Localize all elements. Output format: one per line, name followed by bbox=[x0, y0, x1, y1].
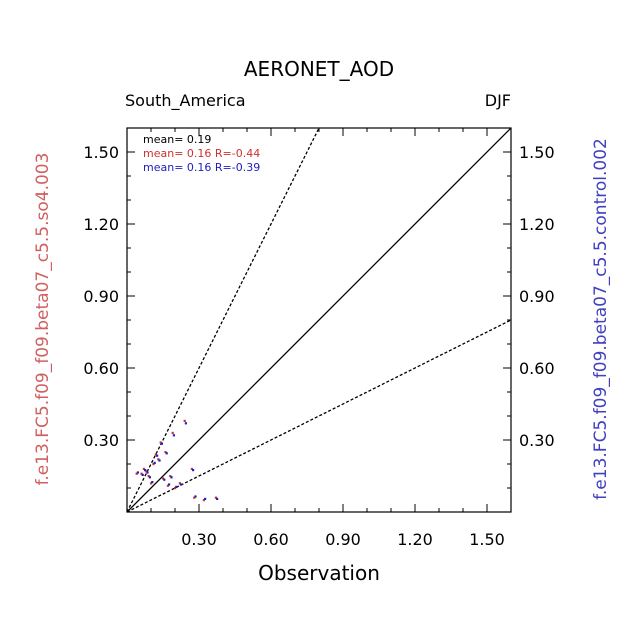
x-tick-label: 0.90 bbox=[325, 530, 361, 549]
y-tick-label-right: 1.20 bbox=[519, 215, 555, 234]
data-point-series-2 bbox=[180, 483, 183, 486]
data-point-series-2 bbox=[165, 452, 168, 455]
data-point-series-1 bbox=[183, 419, 186, 422]
data-point-series-1 bbox=[145, 470, 148, 473]
data-point-series-2 bbox=[160, 442, 163, 445]
data-point-series-2 bbox=[175, 485, 178, 488]
y-tick-label-left: 0.60 bbox=[83, 359, 119, 378]
data-point-series-2 bbox=[172, 434, 175, 437]
data-point-series-2 bbox=[156, 454, 159, 457]
reference-line-1-1 bbox=[127, 128, 511, 512]
x-tick-label: 1.20 bbox=[397, 530, 433, 549]
y-tick-label-left: 1.50 bbox=[83, 143, 119, 162]
data-point-series-2 bbox=[184, 422, 187, 425]
data-point-series-1 bbox=[171, 431, 174, 434]
y-tick-label-right: 0.30 bbox=[519, 431, 555, 450]
data-point-series-1 bbox=[162, 477, 165, 480]
y-axis-label-right: f.e13.FC5.f09_f09.beta07_c5.5.control.00… bbox=[591, 138, 611, 500]
data-point-series-2 bbox=[146, 471, 149, 474]
data-point-series-1 bbox=[214, 496, 217, 499]
data-point-series-2 bbox=[194, 495, 197, 498]
data-point-series-2 bbox=[136, 471, 139, 474]
reference-line-1-2 bbox=[127, 319, 511, 512]
data-point-series-2 bbox=[148, 476, 151, 479]
data-point-series-2 bbox=[216, 497, 219, 500]
data-point-series-2 bbox=[141, 473, 144, 476]
data-point-series-2 bbox=[204, 497, 207, 500]
data-point-series-2 bbox=[192, 469, 195, 472]
region-label: South_America bbox=[125, 91, 246, 111]
chart-title: AERONET_AOD bbox=[244, 57, 394, 81]
data-point-series-1 bbox=[142, 467, 145, 470]
x-tick-label: 0.30 bbox=[181, 530, 217, 549]
x-axis-label: Observation bbox=[258, 561, 380, 585]
data-point-series-1 bbox=[193, 496, 196, 499]
data-point-series-1 bbox=[135, 472, 138, 475]
data-point-series-2 bbox=[170, 476, 173, 479]
data-point-series-1 bbox=[178, 482, 181, 485]
x-tick-label: 1.50 bbox=[469, 530, 505, 549]
y-tick-label-left: 0.90 bbox=[83, 287, 119, 306]
stats-line-3: mean= 0.16 R=-0.39 bbox=[143, 161, 260, 174]
data-point-series-1 bbox=[147, 475, 150, 478]
data-point-series-1 bbox=[166, 484, 169, 487]
y-tick-label-left: 1.20 bbox=[83, 215, 119, 234]
data-point-series-1 bbox=[164, 451, 167, 454]
data-point-series-1 bbox=[202, 499, 205, 502]
data-point-series-1 bbox=[140, 472, 143, 475]
data-point-series-2 bbox=[163, 478, 166, 481]
data-point-series-1 bbox=[152, 463, 155, 466]
y-axis-label-left: f.e13.FC5.f09_f09.beta07_c5.5.so4.003 bbox=[33, 153, 53, 486]
x-tick-label: 0.60 bbox=[253, 530, 289, 549]
season-label: DJF bbox=[485, 91, 511, 110]
data-point-series-1 bbox=[157, 458, 160, 461]
data-point-series-2 bbox=[158, 459, 161, 462]
data-point-series-2 bbox=[153, 461, 156, 464]
data-point-series-2 bbox=[168, 483, 171, 486]
data-point-series-2 bbox=[151, 481, 154, 484]
data-point-series-1 bbox=[159, 441, 162, 444]
y-tick-label-right: 0.60 bbox=[519, 359, 555, 378]
data-point-series-1 bbox=[169, 475, 172, 478]
y-tick-label-left: 0.30 bbox=[83, 431, 119, 450]
stats-line-1: mean= 0.19 bbox=[143, 133, 211, 146]
plot-area: 0.30 0.60 0.90 1.20 1.50 0.30 0.30 0.60 0.60 0.90… bbox=[83, 127, 555, 549]
y-tick-label-right: 0.90 bbox=[519, 287, 555, 306]
y-tick-label-right: 1.50 bbox=[519, 143, 555, 162]
data-point-series-2 bbox=[144, 469, 147, 472]
data-point-series-1 bbox=[150, 482, 153, 485]
data-point-series-1 bbox=[154, 453, 157, 456]
stats-line-2: mean= 0.16 R=-0.44 bbox=[143, 147, 260, 160]
data-point-series-1 bbox=[190, 467, 193, 470]
data-point-series-1 bbox=[174, 487, 177, 490]
